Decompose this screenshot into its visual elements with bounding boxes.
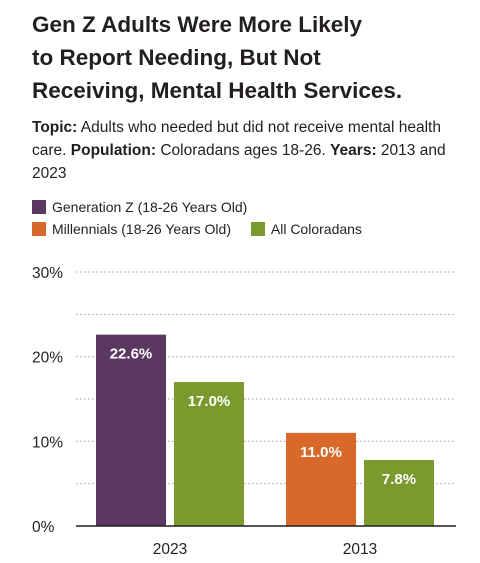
data-label: 7.8%	[382, 471, 416, 488]
population-label: Population:	[70, 142, 157, 159]
chart-title-line: Receiving, Mental Health Services.	[32, 78, 403, 103]
legend-label-gen-z: Generation Z (18-26 Years Old)	[52, 199, 248, 215]
years-text: 2013 and 2023	[32, 142, 446, 182]
chart-subtitle: Topic: Adults who needed but did not rec…	[32, 116, 462, 185]
legend: Generation Z (18-26 Years Old)	[32, 197, 263, 219]
x-tick-label: 2013	[343, 541, 377, 558]
chart-title: Gen Z Adults Were More Likely to Report …	[32, 8, 462, 107]
y-tick-label: 0%	[32, 519, 55, 536]
chart-title-line: to Report Needing, But Not	[32, 45, 321, 70]
population-text: Coloradans ages 18-26.	[156, 142, 331, 159]
legend-swatch-gen-z	[32, 200, 46, 214]
legend-item-all-coloradans: All Coloradans	[250, 219, 362, 239]
bar	[174, 382, 244, 526]
legend-swatch-all-coloradans	[250, 222, 265, 236]
topic-label: Topic:	[32, 119, 78, 136]
bar	[96, 334, 166, 526]
bar	[286, 432, 356, 526]
years-label: Years:	[330, 142, 377, 159]
legend-label-millennials: Millennials (18-26 Years Old)	[52, 221, 231, 237]
legend-row-2: Millennials (18-26 Years Old) All Colora…	[32, 219, 378, 241]
topic-text: Adults who needed but did not receive me…	[32, 119, 441, 159]
chart-title-line: Gen Z Adults Were More Likely	[32, 12, 363, 37]
y-tick-label: 30%	[32, 265, 63, 282]
legend-swatch-millennials	[32, 222, 46, 236]
legend-item-gen-z: Generation Z (18-26 Years Old)	[32, 197, 247, 217]
x-tick-label: 2023	[153, 541, 187, 558]
y-tick-label: 20%	[32, 350, 63, 367]
legend-label-all-coloradans: All Coloradans	[270, 221, 362, 237]
bar	[364, 459, 434, 526]
data-label: 22.6%	[110, 346, 153, 363]
y-tick-label: 10%	[32, 434, 63, 451]
data-label: 11.0%	[300, 444, 342, 461]
legend-item-millennials: Millennials (18-26 Years Old)	[32, 219, 231, 239]
data-label: 17.0%	[188, 393, 231, 410]
